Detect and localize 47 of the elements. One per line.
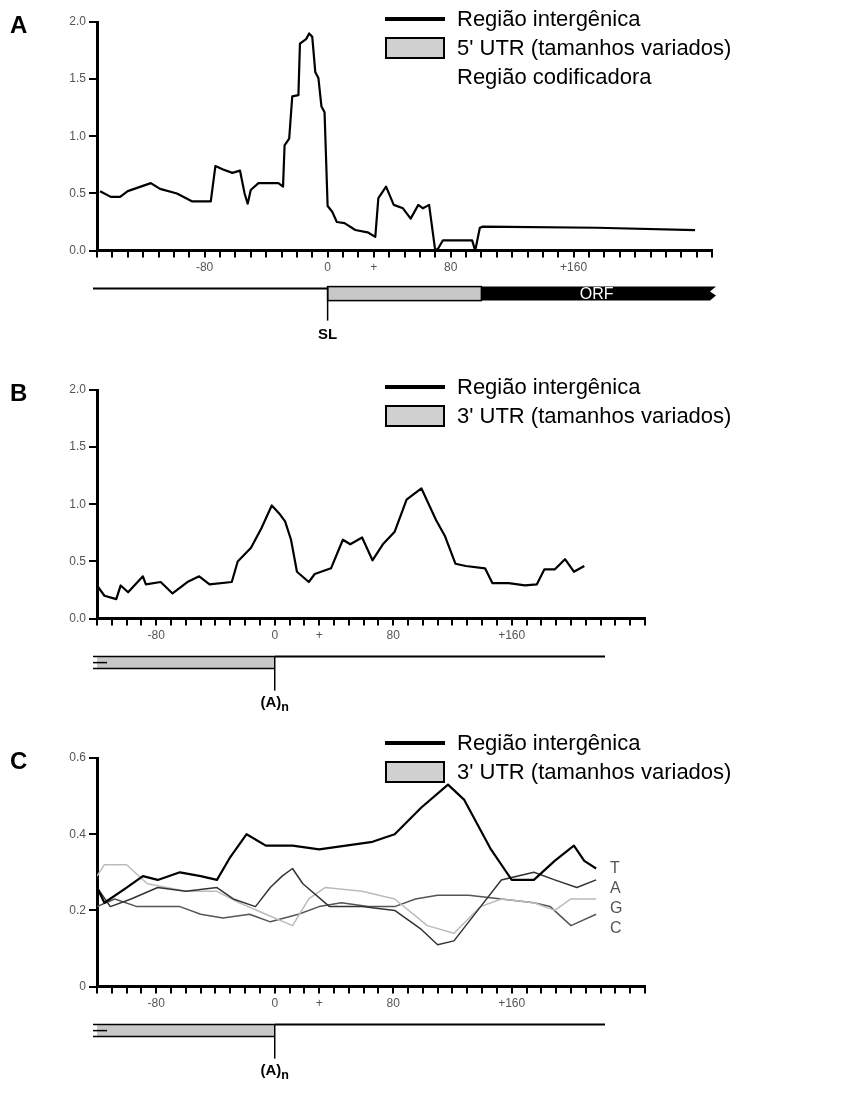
series-label: T [610,858,621,876]
x-tick-label: 0 [271,996,279,1011]
chart-title: A [10,11,28,38]
x-tick-label: + [370,260,378,275]
y-tick-label: 0.4 [69,826,87,841]
series-label: A [610,878,622,896]
y-tick-label: 1.5 [69,71,87,86]
x-tick-label: +160 [498,996,526,1011]
y-tick-label: 1.0 [69,496,87,511]
x-tick-label: + [315,996,323,1011]
y-tick-label: 1.0 [69,128,87,143]
x-tick-label: +160 [560,260,588,275]
y-tick-label: 0.2 [69,902,87,917]
x-tick-label: +160 [498,628,526,643]
annotation: 5' UTR (tamanhos variados) [457,34,732,61]
y-tick-label: 2.0 [69,14,87,29]
x-tick-label: 0 [271,628,279,643]
x-tick-label: + [315,628,323,643]
x-tick-label: -80 [147,628,166,643]
text: (A)$_{n}$ [259,692,290,714]
y-tick-label: 0.5 [69,185,87,200]
y-tick-label: 0.0 [69,610,87,625]
y-tick-label: 0.5 [69,553,87,568]
y-tick-label: 2.0 [69,382,87,397]
series-label: G [610,898,623,916]
text: Região intergênica [457,729,641,756]
text: (A)$_{n}$ [259,1060,290,1082]
y-tick-label: 0.6 [69,750,87,765]
x-tick-label: 80 [443,260,458,275]
annotation: Região intergênica [457,373,641,400]
series-label: C [610,918,622,936]
x-tick-label: 0 [324,260,332,275]
x-tick-label: -80 [147,996,166,1011]
annotation: Região codificadora [457,63,652,90]
x-tick-label: -80 [195,260,214,275]
text: SL [317,324,339,342]
chart-title: C [10,747,28,774]
x-tick-label: 80 [386,996,401,1011]
annotation: Região intergênica [457,5,641,32]
text: ORF [578,284,615,303]
chart-title: B [10,379,28,406]
annotation: 3' UTR (tamanhos variados) [457,758,732,785]
x-tick-label: 80 [386,628,401,643]
annotation: 3' UTR (tamanhos variados) [457,402,732,429]
y-tick-label: 0 [79,978,87,993]
y-tick-label: 0.0 [69,242,87,257]
y-tick-label: 1.5 [69,439,87,454]
